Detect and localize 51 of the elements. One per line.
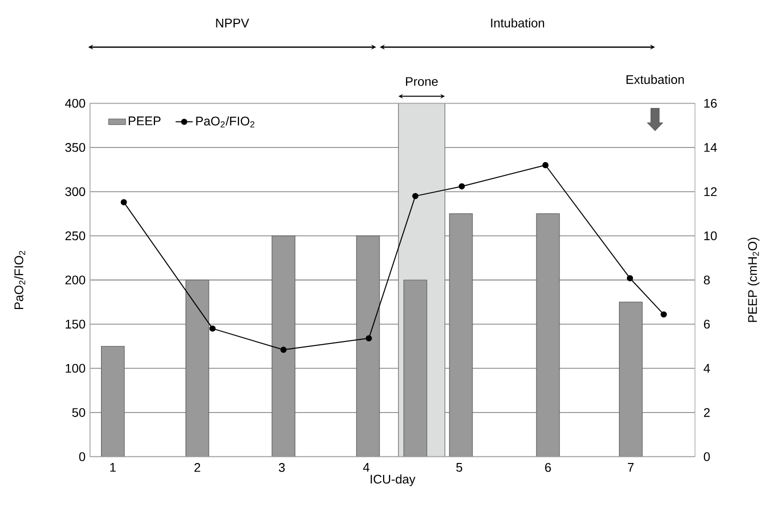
legend-label: PaO$_{2}$/FIO$_{2}$ [196,116,254,128]
point [626,275,634,282]
y2-tick-label: 0 [704,452,710,462]
y2-tick-label: 14 [704,143,717,152]
bar [536,213,560,457]
y2-tick-label: 16 [704,98,717,108]
x-tick-label: 3 [278,463,285,472]
bar [404,280,428,457]
y-tick-label: 350 [65,143,86,152]
y-tick-label: 250 [65,231,86,240]
point [280,346,287,353]
x-tick-label: 5 [456,463,462,472]
y2-tick-label: 10 [704,231,717,240]
y2-tick-label: 2 [704,408,710,417]
y-tick-label: 300 [65,187,86,196]
x-axis-title: ICU-day [370,474,416,486]
y-tick-label: 150 [66,320,86,329]
text: Intubation [491,18,544,28]
y-tick-label: 100 [66,364,86,373]
y-tick-label: 200 [65,276,86,284]
bar [356,236,380,457]
point [458,183,465,190]
text: NPPV [216,18,250,28]
point [542,162,549,168]
text: Extubation [626,74,684,84]
y2-axis-title: PEEP (cmH$_{2}$O) [748,238,760,322]
y-tick-label: 400 [65,98,86,108]
point [366,335,372,342]
point [660,311,667,318]
x-tick-label: 1 [110,463,116,472]
point [412,192,418,200]
point [120,199,127,206]
point [209,325,216,332]
y-tick-label: 50 [72,408,86,417]
x-tick-label: 6 [545,463,551,472]
bar [101,346,125,457]
y2-tick-label: 12 [704,187,717,196]
y-axis-title: PaO$_{2}$/FIO$_{2}$ [14,250,26,309]
y2-tick-label: 4 [704,364,710,373]
bar [272,236,296,457]
bar [618,302,643,457]
x-tick-label: 2 [194,463,200,472]
band-label: Prone [406,77,438,86]
y2-tick-label: 6 [704,320,710,329]
bar [186,280,210,457]
x-tick-label: 7 [628,463,634,472]
bar [449,213,473,457]
y2-tick-label: 8 [704,276,710,284]
x-tick-label: 4 [363,463,370,472]
legend-label: PEEP [128,116,160,126]
y-tick-label: 0 [79,452,86,462]
